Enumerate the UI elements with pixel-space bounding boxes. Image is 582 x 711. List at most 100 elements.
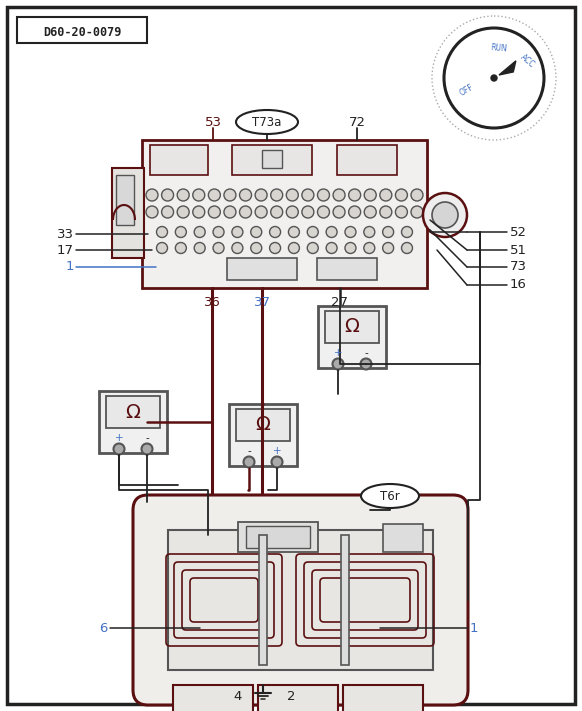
- Bar: [337, 145, 397, 175]
- Bar: [232, 145, 312, 175]
- Circle shape: [162, 206, 173, 218]
- Text: ACC: ACC: [519, 53, 537, 70]
- Circle shape: [141, 444, 152, 454]
- Circle shape: [271, 206, 283, 218]
- Circle shape: [326, 242, 337, 254]
- Ellipse shape: [236, 110, 298, 134]
- Text: 27: 27: [332, 296, 349, 309]
- Text: OFF: OFF: [459, 82, 475, 97]
- Circle shape: [208, 206, 221, 218]
- Circle shape: [193, 206, 205, 218]
- Text: T73a: T73a: [253, 115, 282, 129]
- Text: 16: 16: [510, 279, 527, 292]
- Circle shape: [317, 189, 329, 201]
- Circle shape: [326, 227, 337, 237]
- Circle shape: [402, 227, 413, 237]
- Circle shape: [271, 456, 282, 468]
- Circle shape: [224, 189, 236, 201]
- Bar: [325, 311, 379, 343]
- Circle shape: [289, 242, 299, 254]
- Circle shape: [286, 189, 299, 201]
- Text: 36: 36: [204, 296, 221, 309]
- Text: T6r: T6r: [380, 489, 400, 503]
- Text: 72: 72: [349, 115, 365, 129]
- Circle shape: [289, 227, 299, 237]
- Bar: [343, 685, 423, 711]
- Circle shape: [317, 206, 329, 218]
- Circle shape: [382, 227, 393, 237]
- Circle shape: [432, 202, 458, 228]
- Circle shape: [411, 189, 423, 201]
- Text: -: -: [364, 348, 368, 358]
- Circle shape: [194, 227, 205, 237]
- Circle shape: [146, 206, 158, 218]
- Circle shape: [113, 444, 125, 454]
- Bar: [229, 404, 297, 466]
- Bar: [236, 409, 290, 441]
- Text: +: +: [115, 433, 123, 443]
- Circle shape: [193, 189, 205, 201]
- Circle shape: [307, 242, 318, 254]
- Text: -: -: [247, 446, 251, 456]
- Circle shape: [240, 189, 251, 201]
- Bar: [238, 522, 318, 552]
- Bar: [17, 17, 147, 43]
- Circle shape: [364, 227, 375, 237]
- Bar: [227, 258, 297, 280]
- Circle shape: [345, 227, 356, 237]
- Circle shape: [364, 206, 376, 218]
- Text: 51: 51: [510, 243, 527, 257]
- Circle shape: [380, 206, 392, 218]
- Text: 2: 2: [287, 690, 295, 702]
- Circle shape: [271, 189, 283, 201]
- Text: Ω: Ω: [345, 318, 360, 336]
- Text: 4: 4: [234, 690, 242, 702]
- Circle shape: [380, 189, 392, 201]
- Text: +: +: [333, 348, 342, 358]
- Circle shape: [364, 242, 375, 254]
- Text: 1: 1: [66, 260, 74, 274]
- Circle shape: [411, 206, 423, 218]
- Circle shape: [349, 206, 361, 218]
- Circle shape: [157, 242, 168, 254]
- Bar: [112, 168, 144, 258]
- Circle shape: [333, 189, 345, 201]
- Circle shape: [360, 358, 371, 370]
- Circle shape: [177, 189, 189, 201]
- Circle shape: [333, 206, 345, 218]
- Circle shape: [240, 206, 251, 218]
- Bar: [317, 258, 377, 280]
- Circle shape: [157, 227, 168, 237]
- Circle shape: [286, 206, 299, 218]
- Circle shape: [162, 189, 173, 201]
- Circle shape: [194, 242, 205, 254]
- Bar: [150, 145, 208, 175]
- Text: 33: 33: [57, 228, 74, 240]
- Circle shape: [402, 242, 413, 254]
- Circle shape: [423, 193, 467, 237]
- Text: Ω: Ω: [255, 415, 271, 434]
- Text: 37: 37: [254, 296, 271, 309]
- Bar: [259, 535, 267, 665]
- Bar: [258, 685, 338, 711]
- Circle shape: [146, 189, 158, 201]
- Text: -: -: [145, 433, 149, 443]
- Bar: [173, 685, 253, 711]
- Bar: [341, 535, 349, 665]
- Circle shape: [269, 227, 281, 237]
- Bar: [116, 175, 134, 225]
- Circle shape: [349, 189, 361, 201]
- Circle shape: [251, 242, 262, 254]
- Circle shape: [307, 227, 318, 237]
- Text: D60-20-0079: D60-20-0079: [43, 26, 121, 38]
- Bar: [262, 150, 282, 168]
- Bar: [99, 391, 167, 453]
- Circle shape: [345, 242, 356, 254]
- Circle shape: [213, 227, 224, 237]
- Circle shape: [224, 206, 236, 218]
- Text: 73: 73: [510, 260, 527, 274]
- Circle shape: [491, 75, 497, 81]
- Text: RUN: RUN: [490, 43, 508, 53]
- Bar: [318, 306, 386, 368]
- Text: 17: 17: [57, 243, 74, 257]
